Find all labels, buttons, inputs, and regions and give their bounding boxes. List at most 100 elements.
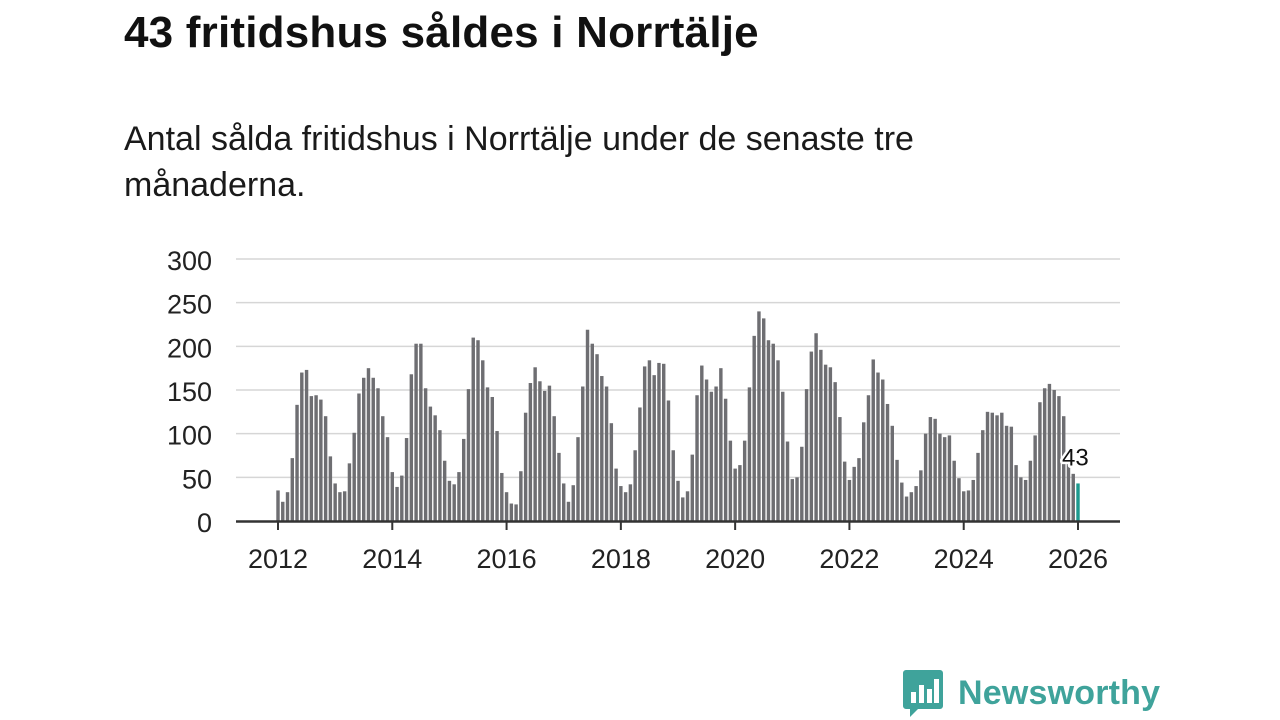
- bar: [290, 458, 294, 521]
- bar: [819, 349, 823, 521]
- bar: [1033, 435, 1037, 521]
- bar: [881, 379, 885, 521]
- bar: [1023, 479, 1028, 521]
- bar: [900, 482, 904, 521]
- bar: [719, 368, 723, 521]
- bar: [823, 364, 828, 521]
- bar: [1009, 426, 1014, 521]
- bar: [600, 376, 604, 521]
- bar: [952, 460, 956, 521]
- bar: [1028, 460, 1033, 521]
- bar: [981, 430, 985, 521]
- bar: [304, 369, 309, 521]
- bar: [323, 416, 328, 521]
- bar: [962, 491, 966, 521]
- bar: [328, 456, 333, 521]
- bar: [671, 450, 675, 521]
- bar: [633, 450, 637, 521]
- bar: [857, 458, 861, 521]
- bar: [442, 460, 447, 521]
- bar: [1066, 452, 1071, 521]
- bar: [623, 492, 628, 521]
- y-tick-label: 300: [167, 246, 212, 276]
- bar: [295, 404, 299, 521]
- bar: [423, 388, 428, 521]
- bar: [957, 478, 961, 521]
- bar: [1071, 473, 1075, 521]
- x-tick-label: 2018: [591, 544, 651, 574]
- bar: [342, 491, 347, 521]
- bar: [438, 430, 442, 521]
- bar: [476, 340, 480, 521]
- bar: [400, 475, 404, 521]
- bar: [781, 391, 785, 521]
- bar: [385, 437, 390, 521]
- bar: [814, 333, 818, 521]
- bar: [614, 468, 618, 521]
- bar: [390, 472, 394, 521]
- bar: [990, 412, 994, 521]
- bar: [647, 360, 652, 521]
- x-tick-label: 2012: [248, 544, 308, 574]
- bar: [966, 490, 971, 521]
- bar: [847, 479, 852, 521]
- bar: [357, 393, 361, 521]
- bar: [752, 335, 756, 521]
- bar: [1019, 477, 1023, 521]
- bar: [676, 480, 680, 521]
- bar: [576, 437, 580, 521]
- bar: [314, 395, 318, 521]
- bar: [933, 418, 937, 521]
- bar: [500, 472, 504, 521]
- bar: [509, 503, 514, 521]
- bar: [609, 423, 614, 521]
- y-tick-label: 150: [167, 377, 212, 407]
- bar: [766, 340, 771, 521]
- bar: [595, 354, 599, 521]
- bar: [938, 433, 942, 521]
- bar: [652, 375, 656, 521]
- bar: [1042, 388, 1047, 521]
- bar: [666, 400, 671, 521]
- bar: [866, 395, 871, 521]
- bar: [785, 441, 790, 521]
- y-tick-label: 250: [167, 290, 212, 320]
- bar: [581, 386, 585, 521]
- bar: [381, 416, 385, 521]
- bar: [585, 329, 590, 521]
- bar: [376, 388, 380, 521]
- bar: [471, 337, 475, 521]
- bar: [828, 367, 833, 521]
- y-tick-label: 100: [167, 421, 212, 451]
- bar: [495, 431, 499, 521]
- bar: [590, 343, 594, 521]
- bar: [942, 437, 947, 521]
- y-tick-label: 50: [182, 464, 212, 494]
- bar: [714, 386, 718, 521]
- annotations: 43: [1060, 442, 1092, 474]
- x-tick-label: 2020: [705, 544, 765, 574]
- bar: [923, 433, 928, 521]
- bar: [276, 490, 280, 521]
- bar: [800, 446, 804, 521]
- bar: [700, 365, 704, 521]
- bar: [533, 367, 537, 521]
- bar: [447, 480, 452, 521]
- bar: [885, 403, 890, 521]
- bar: [514, 504, 518, 521]
- bar: [462, 438, 466, 521]
- bar: [947, 435, 952, 521]
- bar: [895, 459, 899, 521]
- bar: [281, 501, 285, 521]
- bar: [842, 461, 847, 521]
- bar: [619, 486, 623, 521]
- bar: [852, 466, 856, 521]
- x-tick-label: 2026: [1048, 544, 1108, 574]
- bar: [685, 491, 690, 521]
- bar: [776, 360, 780, 521]
- bar: [742, 440, 747, 521]
- bar: [662, 363, 666, 521]
- bar: [419, 343, 423, 521]
- bar: [995, 415, 999, 521]
